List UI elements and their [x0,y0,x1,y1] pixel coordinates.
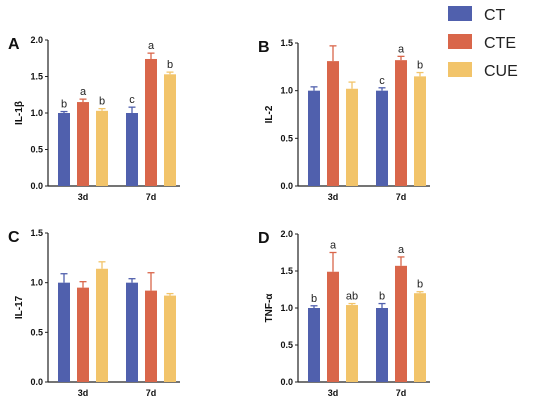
bar-ct-7d [126,113,138,186]
x-tick-label-3d: 3d [328,192,339,202]
y-tick-label: 1.5 [30,228,43,238]
bar-cte-7d [145,58,157,187]
bar-cte-3d [77,287,89,382]
legend-label-cte: CTE [484,35,516,52]
x-tick-label-7d: 7d [146,192,157,202]
significance-label-ct-3d: b [311,293,317,305]
legend-swatch-cue [448,62,472,77]
bar-cue-3d [96,268,108,382]
significance-label-ct-7d: c [129,94,135,106]
bar-cte-7d [395,60,407,186]
x-tick-label-3d: 3d [328,388,339,398]
bar-ct-3d [58,282,70,382]
bar-ct-7d [376,90,388,186]
y-tick-label: 0.5 [30,327,43,337]
y-tick-label: 0.0 [280,377,293,387]
bar-cue-3d [346,305,358,382]
x-tick-label-3d: 3d [78,192,89,202]
y-tick-label: 0.5 [280,340,293,350]
y-axis-label-c: IL-17 [14,295,25,319]
panel-letter-b: B [258,39,270,56]
y-axis-label-a: IL-1β [14,101,25,125]
panel-letter-a: A [8,36,20,53]
y-axis-label-d: TNF-α [264,293,275,323]
legend-label-ct: CT [484,7,506,24]
significance-label-cte-7d: a [148,40,155,52]
bar-cte-3d [327,61,339,186]
y-tick-label: 2.0 [30,35,43,45]
significance-label-cte-3d: a [80,86,87,98]
bar-ct-7d [376,308,388,382]
y-tick-label: 0.0 [30,181,43,191]
bar-cue-3d [346,88,358,186]
significance-label-ct-7d: b [379,291,385,303]
y-tick-label: 1.5 [280,266,293,276]
bar-ct-7d [126,282,138,382]
bar-cte-7d [145,290,157,382]
y-tick-label: 1.0 [30,108,43,118]
y-tick-label: 1.0 [280,303,293,313]
significance-label-cue-7d: b [417,60,423,72]
panel-letter-d: D [258,230,270,247]
bar-cue-7d [164,74,176,186]
legend-label-cue: CUE [484,63,518,80]
y-tick-label: 0.5 [280,133,293,143]
significance-label-cue-7d: b [417,279,423,291]
significance-label-ct-3d: b [61,99,67,111]
significance-label-cue-7d: b [167,59,173,71]
x-tick-label-7d: 7d [146,388,157,398]
significance-label-cte-7d: a [398,43,405,55]
y-tick-label: 1.5 [280,38,293,48]
bar-cue-3d [96,110,108,186]
y-axis-label-b: IL-2 [264,105,275,123]
y-tick-label: 1.0 [30,278,43,288]
y-tick-label: 1.0 [280,86,293,96]
x-tick-label-7d: 7d [396,388,407,398]
bar-ct-3d [58,113,70,186]
bar-cue-7d [414,76,426,186]
bar-cte-7d [395,265,407,382]
y-tick-label: 0.0 [30,377,43,387]
significance-label-cue-3d: ab [346,291,358,303]
significance-label-cte-7d: a [398,244,405,256]
significance-label-ct-7d: c [379,75,385,87]
panel-b: B 0.0 0.5 1.0 1.5 IL-2 3d c ab 7d [258,38,430,202]
legend: CT CTE CUE [448,6,518,80]
significance-label-cte-3d: a [330,240,337,252]
panel-letter-c: C [8,229,20,246]
y-tick-label: 2.0 [280,229,293,239]
panel-c: C 0.0 0.5 1.0 1.5 IL-17 3d 7d [8,228,180,398]
significance-label-cue-3d: b [99,96,105,108]
bar-cue-7d [414,293,426,382]
x-tick-label-7d: 7d [396,192,407,202]
bar-cue-7d [164,295,176,382]
x-tick-label-3d: 3d [78,388,89,398]
y-tick-label: 0.0 [280,181,293,191]
bar-cte-3d [77,102,89,186]
legend-swatch-ct [448,6,472,21]
y-tick-label: 0.5 [30,145,43,155]
bar-ct-3d [308,90,320,186]
bar-ct-3d [308,308,320,382]
y-tick-label: 1.5 [30,72,43,82]
legend-swatch-cte [448,34,472,49]
bar-cte-3d [327,271,339,382]
